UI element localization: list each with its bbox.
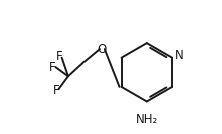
- Text: N: N: [175, 49, 184, 62]
- Text: F: F: [53, 84, 59, 97]
- Text: O: O: [98, 43, 107, 56]
- Text: F: F: [56, 50, 63, 63]
- Text: NH₂: NH₂: [136, 113, 158, 126]
- Text: F: F: [49, 60, 56, 74]
